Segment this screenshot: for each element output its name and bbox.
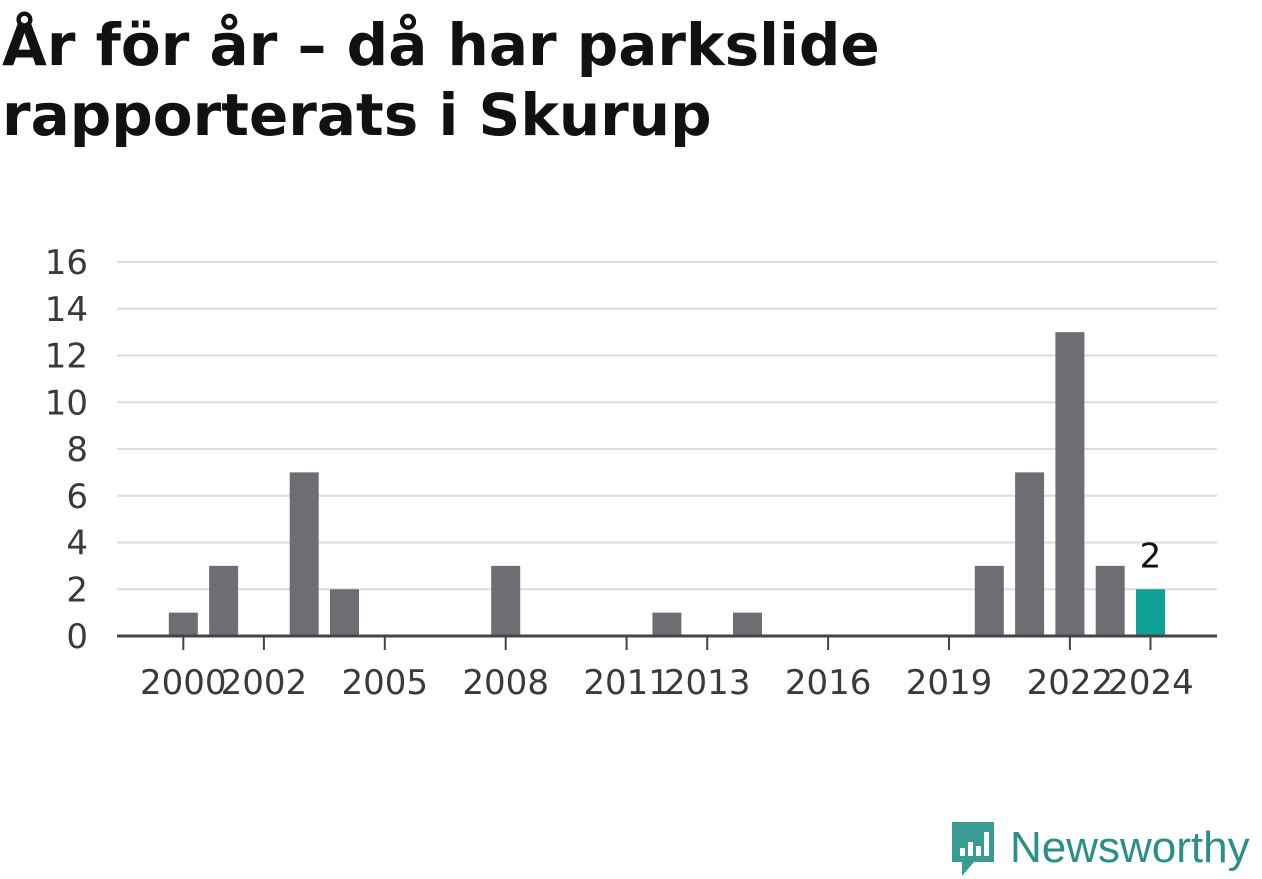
data-label-2024: 2 [1140,536,1162,576]
bar-2022 [1055,332,1085,636]
bar-2021 [1015,472,1045,636]
bar-2000 [168,612,198,636]
bar-2001 [209,565,239,636]
newsworthy-logo: Newsworthy [948,818,1262,878]
bar-2008 [491,565,521,636]
y-tick-label: 12 [45,337,88,377]
bar-2024 [1136,589,1165,636]
x-tick-label: 2019 [906,663,993,703]
y-tick-label: 2 [66,570,88,610]
x-tick-label: 2016 [785,663,872,703]
x-tick-label: 2022 [1027,663,1114,703]
x-tick-label: 2000 [140,663,227,703]
bars [168,332,1165,636]
bar-2023 [1095,565,1125,636]
bar-2003 [289,472,319,636]
y-tick-label: 8 [66,430,88,470]
bar-2014 [733,612,762,636]
bar-2020 [974,565,1004,636]
data-labels: 2 [1140,536,1162,576]
grid-lines [117,261,1217,591]
y-axis-ticks: 0 2 4 6 8 10 12 14 16 [45,243,88,657]
chart-title: År för år – då har parkslide rapporterat… [2,11,880,149]
x-tick-label: 2008 [462,663,549,703]
x-tick-label: 2024 [1107,663,1194,703]
y-tick-label: 16 [45,243,88,283]
y-tick-label: 14 [45,290,88,330]
x-tick-label: 2005 [342,663,429,703]
x-tick-label: 2011 [583,663,670,703]
x-tick-label: 2013 [664,663,751,703]
y-tick-label: 6 [66,477,88,517]
newsworthy-chart-bubble-icon [952,822,994,876]
bar-2012 [652,612,682,636]
bar-2004 [330,589,359,636]
y-tick-label: 0 [66,617,88,657]
y-tick-label: 4 [66,524,88,564]
y-tick-label: 10 [45,383,88,423]
x-tick-label: 2002 [221,663,308,703]
brand-name: Newsworthy [1010,823,1250,872]
